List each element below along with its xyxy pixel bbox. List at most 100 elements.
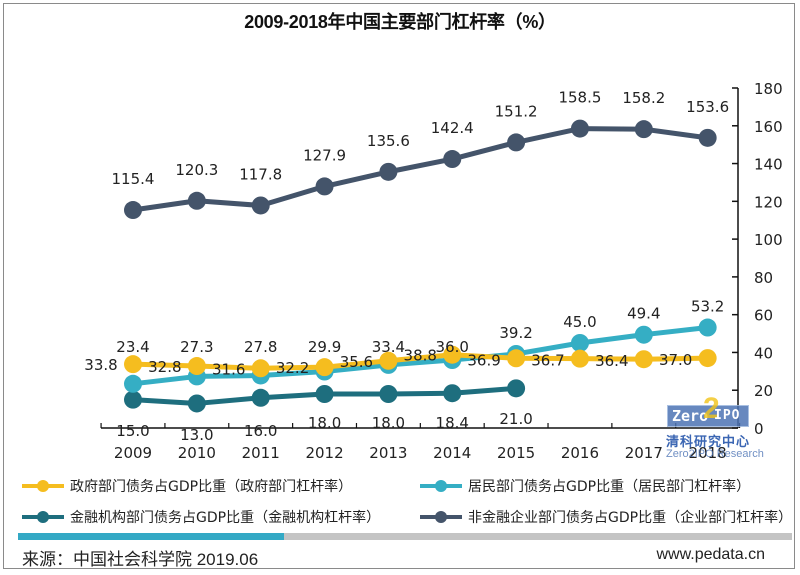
data-point-government <box>634 350 653 369</box>
data-label-financial: 16.0 <box>244 422 277 440</box>
data-label-financial: 13.0 <box>180 426 213 444</box>
y-tick-label: 60 <box>754 307 773 325</box>
watermark-logo-zero: Zero <box>672 407 709 425</box>
x-tick-label: 2018 <box>689 444 727 462</box>
x-tick-label: 2011 <box>242 444 280 462</box>
data-label-household: 36.0 <box>436 338 469 356</box>
legend-item-corporate: 非金融企业部门债务占GDP比重（企业部门杠杆率） <box>420 507 792 527</box>
data-point-household <box>570 334 589 352</box>
data-label-household: 49.4 <box>627 305 660 323</box>
data-label-corporate: 120.3 <box>175 161 218 179</box>
data-label-financial: 18.0 <box>372 414 405 432</box>
website-link[interactable]: www.pedata.cn <box>656 546 765 563</box>
data-point-household <box>698 318 717 337</box>
data-point-government <box>187 357 206 376</box>
y-tick-label: 100 <box>754 231 783 249</box>
data-label-household: 29.9 <box>308 338 341 356</box>
data-label-corporate: 142.4 <box>431 119 474 137</box>
data-point-financial <box>124 390 142 409</box>
series-line-household <box>132 325 708 387</box>
data-point-corporate <box>507 133 526 152</box>
legend-label: 非金融企业部门债务占GDP比重（企业部门杠杆率） <box>468 510 793 526</box>
x-tick-label: 2016 <box>561 444 599 462</box>
data-point-government <box>379 351 398 370</box>
x-tick-label: 2013 <box>369 444 407 462</box>
watermark-en-text: Zero2IPO Research <box>666 448 764 460</box>
data-point-government <box>315 358 334 377</box>
data-label-household: 27.3 <box>180 338 213 356</box>
y-tick-label: 40 <box>754 344 773 362</box>
data-point-government <box>443 345 462 364</box>
data-point-corporate <box>443 150 462 169</box>
data-label-corporate: 158.2 <box>622 89 665 107</box>
series-layer <box>124 119 717 413</box>
footer-divider-bar <box>284 533 792 540</box>
x-tick-label: 2014 <box>433 444 471 462</box>
data-label-household: 23.4 <box>116 338 149 356</box>
data-label-government: 36.4 <box>595 352 628 370</box>
legend-label: 金融机构部门债务占GDP比重（金融机构杠杆率） <box>70 510 381 526</box>
chart-title: 2009-2018年中国主要部门杠杆率（%） <box>244 12 556 32</box>
y-tick-label: 120 <box>754 193 783 211</box>
data-point-corporate <box>251 196 270 215</box>
legend-line-marker-icon <box>420 479 462 493</box>
data-label-corporate: 127.9 <box>303 146 346 164</box>
data-label-household: 33.4 <box>372 338 405 356</box>
data-point-government <box>570 349 589 368</box>
data-label-government: 38.8 <box>404 347 437 365</box>
data-point-financial <box>315 385 334 403</box>
footer-accent-bar <box>18 533 284 540</box>
data-label-corporate: 115.4 <box>112 170 155 188</box>
data-label-government: 32.8 <box>148 358 181 376</box>
data-label-household: 45.0 <box>563 313 596 331</box>
legend-line-marker-icon <box>420 510 462 524</box>
data-point-corporate <box>698 128 717 147</box>
data-label-financial: 18.4 <box>436 414 469 432</box>
data-point-corporate <box>570 119 589 138</box>
data-label-financial: 21.0 <box>499 410 532 428</box>
data-point-financial <box>507 379 526 398</box>
x-tick-label: 2015 <box>497 444 535 462</box>
x-tick-label: 2012 <box>305 444 343 462</box>
data-point-corporate <box>315 177 334 196</box>
data-point-government <box>507 349 526 368</box>
chart-plot: 2009 2010 2011 2012 2013 2014 2015 2016 2017 2018… <box>84 80 783 462</box>
watermark-logo-box <box>667 405 749 427</box>
series-line-government <box>132 352 708 371</box>
data-labels-layer: 33.8 32.8 31.6 32.2 35.6 38.8 36.9 36.7 36.4 37.0… <box>84 89 729 444</box>
data-label-financial: 18.0 <box>308 414 341 432</box>
legend-line-marker-icon <box>22 510 64 524</box>
data-point-corporate <box>379 162 398 181</box>
data-label-corporate: 158.5 <box>558 89 601 107</box>
data-point-financial <box>379 385 398 403</box>
data-point-government <box>124 355 142 374</box>
legend-label: 政府部门债务占GDP比重（政府部门杠杆率） <box>70 479 353 495</box>
watermark-cn-text: 清科研究中心 <box>666 435 751 450</box>
data-point-household <box>634 325 653 344</box>
data-label-corporate: 117.8 <box>239 165 282 183</box>
data-label-government: 36.9 <box>467 351 500 369</box>
legend-label: 居民部门债务占GDP比重（居民部门杠杆率） <box>468 479 751 495</box>
data-label-household: 27.8 <box>244 338 277 356</box>
watermark-logo-two: 2 <box>703 392 720 425</box>
data-point-household <box>124 374 142 393</box>
x-tick-label: 2009 <box>114 444 152 462</box>
data-point-corporate <box>634 120 653 139</box>
watermark-logo-ipo: IPO <box>714 408 741 423</box>
data-label-government: 36.7 <box>531 352 564 370</box>
data-label-corporate: 153.6 <box>686 98 729 116</box>
y-tick-label: 0 <box>754 420 764 438</box>
data-label-corporate: 151.2 <box>495 102 538 120</box>
x-tick-label: 2010 <box>178 444 216 462</box>
chart-frame <box>3 3 795 569</box>
legend-line-marker-icon <box>22 479 64 493</box>
data-label-household: 39.2 <box>499 324 532 342</box>
source-note: 来源：中国社会科学院 2019.06 <box>22 550 259 569</box>
legend-item-financial: 金融机构部门债务占GDP比重（金融机构杠杆率） <box>22 507 380 527</box>
y-tick-label: 20 <box>754 382 773 400</box>
data-label-financial: 15.0 <box>116 422 149 440</box>
data-point-financial <box>251 388 270 407</box>
data-point-financial <box>187 394 206 413</box>
y-tick-label: 160 <box>754 118 783 136</box>
data-label-government: 37.0 <box>659 351 692 369</box>
